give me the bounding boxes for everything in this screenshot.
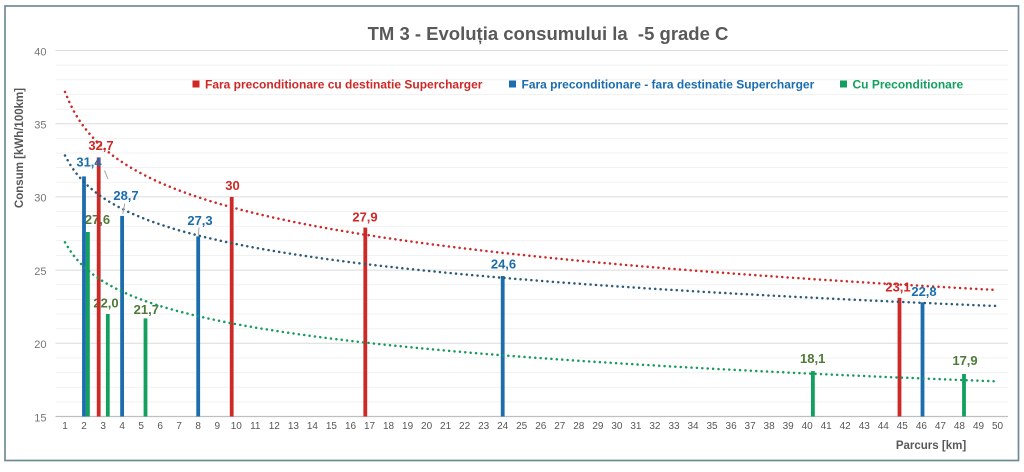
svg-text:22,8: 22,8 — [911, 284, 936, 299]
svg-text:27,3: 27,3 — [187, 213, 212, 228]
svg-text:30: 30 — [34, 193, 46, 205]
svg-text:32: 32 — [649, 421, 661, 432]
svg-text:23,1: 23,1 — [885, 280, 910, 295]
svg-text:16: 16 — [345, 421, 357, 432]
svg-text:38: 38 — [764, 421, 776, 432]
svg-text:25: 25 — [34, 266, 46, 278]
svg-text:18,1: 18,1 — [800, 351, 825, 366]
svg-text:Parcurs [km]: Parcurs [km] — [896, 440, 966, 452]
svg-text:40: 40 — [802, 421, 814, 432]
svg-text:8: 8 — [195, 421, 201, 432]
svg-text:37: 37 — [745, 421, 757, 432]
svg-text:21: 21 — [440, 421, 452, 432]
svg-text:36: 36 — [726, 421, 738, 432]
svg-text:30: 30 — [225, 178, 239, 193]
svg-text:1: 1 — [62, 421, 68, 432]
svg-text:21,7: 21,7 — [134, 302, 159, 317]
svg-text:Fara preconditionare cu destin: Fara preconditionare cu destinatie Super… — [205, 78, 483, 92]
svg-text:TM 3 - Evoluția consumului la: TM 3 - Evoluția consumului la -5 grade C — [368, 23, 729, 44]
svg-text:50: 50 — [992, 421, 1004, 432]
svg-text:12: 12 — [269, 421, 281, 432]
svg-text:49: 49 — [973, 421, 985, 432]
svg-text:9: 9 — [215, 421, 221, 432]
svg-text:35: 35 — [34, 120, 46, 132]
svg-text:34: 34 — [687, 421, 699, 432]
svg-text:25: 25 — [516, 421, 528, 432]
svg-text:40: 40 — [34, 46, 46, 58]
svg-text:23: 23 — [478, 421, 490, 432]
svg-text:Cu Preconditionare: Cu Preconditionare — [853, 78, 964, 92]
svg-text:30: 30 — [611, 421, 623, 432]
svg-text:31,4: 31,4 — [76, 155, 102, 170]
svg-text:2: 2 — [81, 421, 87, 432]
svg-text:13: 13 — [288, 421, 300, 432]
svg-text:39: 39 — [783, 421, 795, 432]
svg-text:35: 35 — [706, 421, 718, 432]
svg-text:41: 41 — [821, 421, 833, 432]
svg-text:27: 27 — [554, 421, 566, 432]
svg-text:48: 48 — [954, 421, 966, 432]
svg-text:44: 44 — [878, 421, 890, 432]
svg-text:Consum [kWh/100km]: Consum [kWh/100km] — [14, 88, 26, 208]
svg-text:31: 31 — [630, 421, 642, 432]
svg-text:47: 47 — [935, 421, 947, 432]
svg-text:11: 11 — [250, 421, 261, 432]
svg-text:15: 15 — [326, 421, 338, 432]
svg-text:17,9: 17,9 — [952, 353, 977, 368]
svg-text:45: 45 — [897, 421, 909, 432]
svg-text:15: 15 — [34, 412, 46, 424]
svg-text:24,6: 24,6 — [491, 257, 516, 272]
svg-text:Fara preconditionare - fara de: Fara preconditionare - fara destinatie S… — [522, 78, 815, 92]
svg-text:22: 22 — [459, 421, 471, 432]
svg-text:10: 10 — [231, 421, 243, 432]
svg-text:29: 29 — [592, 421, 604, 432]
svg-text:24: 24 — [497, 421, 509, 432]
svg-text:42: 42 — [840, 421, 852, 432]
svg-text:17: 17 — [364, 421, 376, 432]
svg-text:32,7: 32,7 — [88, 138, 113, 153]
svg-text:7: 7 — [176, 421, 182, 432]
svg-text:5: 5 — [138, 421, 144, 432]
svg-text:28: 28 — [573, 421, 585, 432]
svg-text:33: 33 — [668, 421, 680, 432]
svg-text:19: 19 — [402, 421, 414, 432]
svg-text:14: 14 — [307, 421, 319, 432]
svg-text:20: 20 — [34, 339, 46, 351]
svg-text:27,9: 27,9 — [352, 210, 377, 225]
svg-text:43: 43 — [859, 421, 871, 432]
svg-text:28,7: 28,7 — [113, 188, 138, 203]
svg-text:46: 46 — [916, 421, 928, 432]
svg-text:4: 4 — [119, 421, 125, 432]
svg-text:3: 3 — [100, 421, 106, 432]
svg-text:18: 18 — [383, 421, 395, 432]
svg-text:6: 6 — [157, 421, 163, 432]
svg-text:20: 20 — [421, 421, 433, 432]
svg-text:26: 26 — [535, 421, 547, 432]
